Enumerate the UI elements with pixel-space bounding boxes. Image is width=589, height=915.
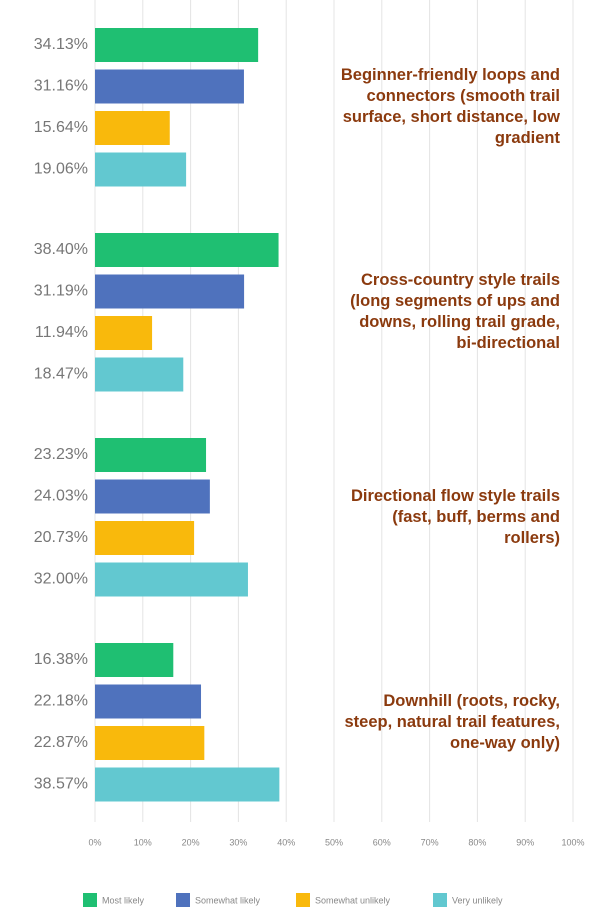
legend-label: Very unlikely [452,895,503,905]
category-label: Beginner-friendly loops and connectors (… [340,66,560,148]
category-label: Cross-country style trails (long segment… [350,271,560,353]
bar [95,69,244,104]
value-label: 38.57% [34,776,88,793]
x-tick-label: 40% [277,837,295,847]
value-label: 34.13% [34,36,88,53]
value-label: 20.73% [34,529,88,546]
bar [95,643,174,677]
value-label: 31.19% [34,283,88,300]
bar [95,28,259,62]
x-tick-label: 60% [373,837,391,847]
bar [95,152,187,187]
value-label: 32.00% [34,571,88,588]
value-label: 23.23% [34,446,88,463]
bar [95,274,245,309]
x-tick-label: 30% [229,837,247,847]
value-label: 15.64% [34,119,88,136]
x-tick-label: 100% [561,837,584,847]
legend-label: Somewhat likely [195,895,261,905]
legend-swatch [83,893,97,907]
value-label: 22.87% [34,734,88,751]
x-tick-label: 80% [468,837,486,847]
bar [95,111,170,145]
bar [95,316,153,350]
value-label: 19.06% [34,161,88,178]
legend-swatch [176,893,190,907]
category-label: Directional flow style trails (fast, buf… [350,486,560,547]
value-label: 22.18% [34,693,88,710]
legend-swatch [433,893,447,907]
value-label: 38.40% [34,241,88,258]
x-tick-label: 70% [421,837,439,847]
x-tick-label: 10% [134,837,152,847]
bar [95,357,184,392]
value-label: 31.16% [34,78,88,95]
bar [95,438,207,472]
legend-label: Somewhat unlikely [315,895,391,905]
x-tick-label: 50% [325,837,343,847]
bar [95,684,202,719]
x-tick-label: 20% [182,837,200,847]
x-tick-label: 90% [516,837,534,847]
bar [95,233,279,267]
bar [95,521,195,555]
bar [95,767,280,802]
value-label: 16.38% [34,651,88,668]
bar [95,726,205,760]
legend-swatch [296,893,310,907]
value-label: 18.47% [34,366,88,383]
value-label: 11.94% [35,324,88,341]
bar [95,479,210,514]
value-label: 24.03% [34,488,88,505]
bar [95,562,248,597]
x-tick-label: 0% [88,837,101,847]
legend-label: Most likely [102,895,145,905]
category-label: Downhill (roots, rocky, steep, natural t… [344,691,561,752]
